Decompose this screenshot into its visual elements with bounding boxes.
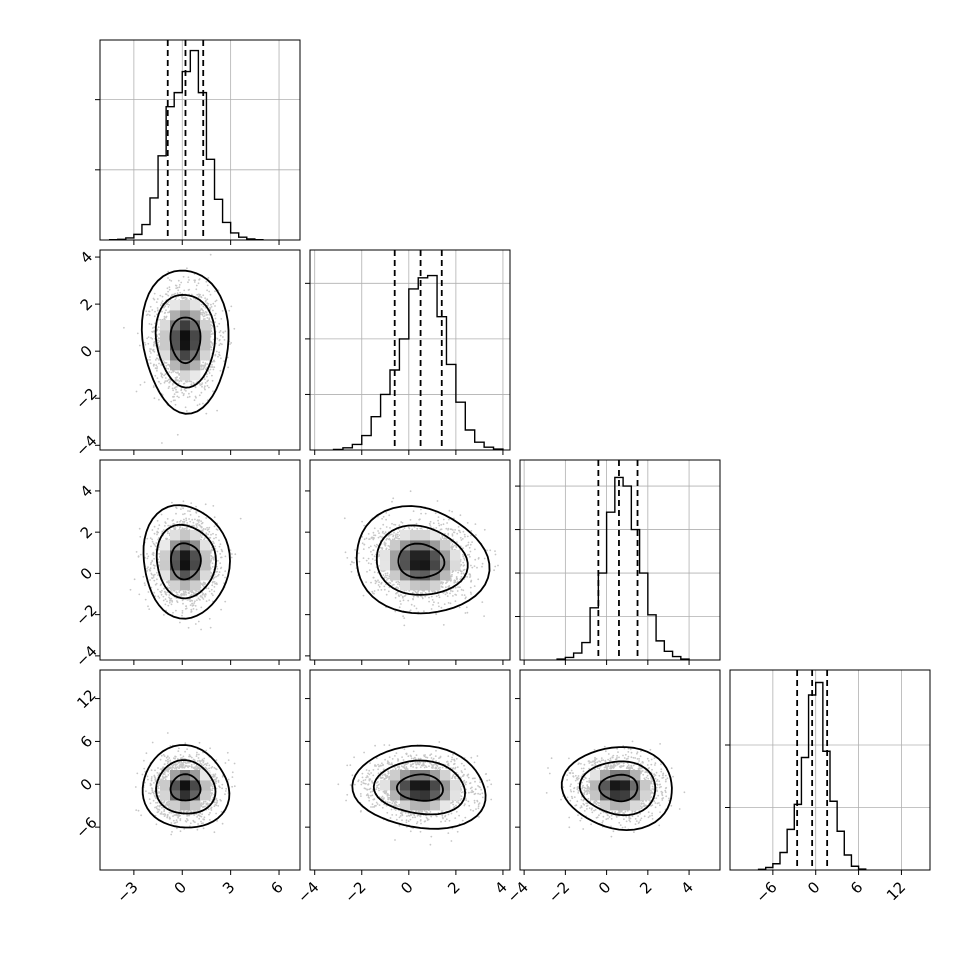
contour-1 bbox=[397, 542, 446, 579]
x-tick-label: 2 bbox=[636, 878, 655, 897]
x-tick-label: −2 bbox=[545, 878, 573, 906]
panel-frame bbox=[99, 249, 301, 451]
x-tick-label: 0 bbox=[171, 878, 190, 897]
pair-panel-3-2 bbox=[515, 669, 721, 875]
contour-2 bbox=[372, 759, 467, 816]
density-cells bbox=[160, 300, 211, 381]
histogram-1 bbox=[332, 274, 504, 450]
pair-panel-2-1 bbox=[305, 459, 511, 665]
y-tick-label: −2 bbox=[72, 601, 100, 629]
y-tick-label: 4 bbox=[77, 248, 96, 267]
pair-panel-3-0 bbox=[95, 669, 301, 875]
contour-3 bbox=[141, 744, 231, 829]
panel-frame bbox=[519, 669, 721, 871]
contour-2 bbox=[375, 524, 469, 596]
contour-3 bbox=[355, 505, 491, 615]
x-tick-label: 0 bbox=[595, 878, 614, 897]
x-tick-label: −4 bbox=[294, 878, 322, 906]
x-tick-label: −3 bbox=[113, 878, 141, 906]
contour-1 bbox=[598, 773, 639, 803]
hist-panel-0 bbox=[95, 39, 301, 245]
contour-1 bbox=[169, 316, 202, 365]
x-tick-label: 6 bbox=[847, 878, 866, 897]
contour-1 bbox=[169, 773, 202, 802]
y-tick-label: −2 bbox=[72, 385, 100, 413]
y-tick-label: 2 bbox=[77, 523, 96, 542]
x-tick-label: 0 bbox=[804, 878, 823, 897]
y-tick-label: 0 bbox=[77, 775, 96, 794]
y-tick-label: −4 bbox=[72, 642, 100, 670]
y-tick-label: −6 bbox=[72, 813, 100, 841]
y-tick-label: 6 bbox=[77, 732, 96, 751]
density-cells bbox=[160, 770, 211, 811]
x-tick-label: −6 bbox=[752, 878, 780, 906]
x-tick-label: 2 bbox=[444, 878, 463, 897]
density-cells bbox=[160, 530, 211, 591]
panel-frame bbox=[729, 669, 931, 871]
contour-3 bbox=[140, 269, 230, 415]
histogram-2 bbox=[556, 476, 690, 660]
y-tick-label: 4 bbox=[77, 482, 96, 501]
panel-frame bbox=[309, 669, 511, 871]
panel-frame bbox=[519, 459, 721, 661]
pair-panel-1-0 bbox=[95, 249, 301, 455]
y-tick-label: 0 bbox=[77, 564, 96, 583]
panel-frame bbox=[309, 249, 511, 451]
x-tick-label: −4 bbox=[504, 878, 532, 906]
hist-panel-3 bbox=[725, 669, 931, 875]
contour-3 bbox=[351, 744, 487, 830]
panel-frame bbox=[309, 459, 511, 661]
x-tick-label: 6 bbox=[267, 878, 286, 897]
panel-frame bbox=[99, 669, 301, 871]
contour-2 bbox=[154, 293, 216, 389]
contour-3 bbox=[142, 504, 231, 620]
contour-2 bbox=[578, 760, 657, 817]
x-tick-label: −2 bbox=[341, 878, 369, 906]
contour-2 bbox=[155, 523, 217, 600]
contour-1 bbox=[170, 542, 202, 581]
y-tick-label: 2 bbox=[77, 295, 96, 314]
x-tick-label: 12 bbox=[883, 878, 909, 904]
x-tick-label: 4 bbox=[677, 878, 696, 897]
density-cells bbox=[380, 770, 461, 811]
y-tick-label: −4 bbox=[72, 432, 100, 460]
hist-panel-2 bbox=[515, 459, 721, 665]
panel-frame bbox=[99, 39, 301, 241]
y-tick-label: 12 bbox=[73, 686, 99, 712]
x-tick-label: 3 bbox=[219, 878, 238, 897]
contour-3 bbox=[560, 746, 673, 832]
pair-panel-2-0 bbox=[95, 459, 301, 665]
x-tick-label: 0 bbox=[397, 878, 416, 897]
contour-1 bbox=[395, 773, 444, 802]
contour-2 bbox=[155, 759, 217, 815]
panel-frame bbox=[99, 459, 301, 661]
y-tick-label: 0 bbox=[77, 342, 96, 361]
hist-panel-1 bbox=[305, 249, 511, 455]
pair-panel-3-1 bbox=[305, 669, 511, 875]
